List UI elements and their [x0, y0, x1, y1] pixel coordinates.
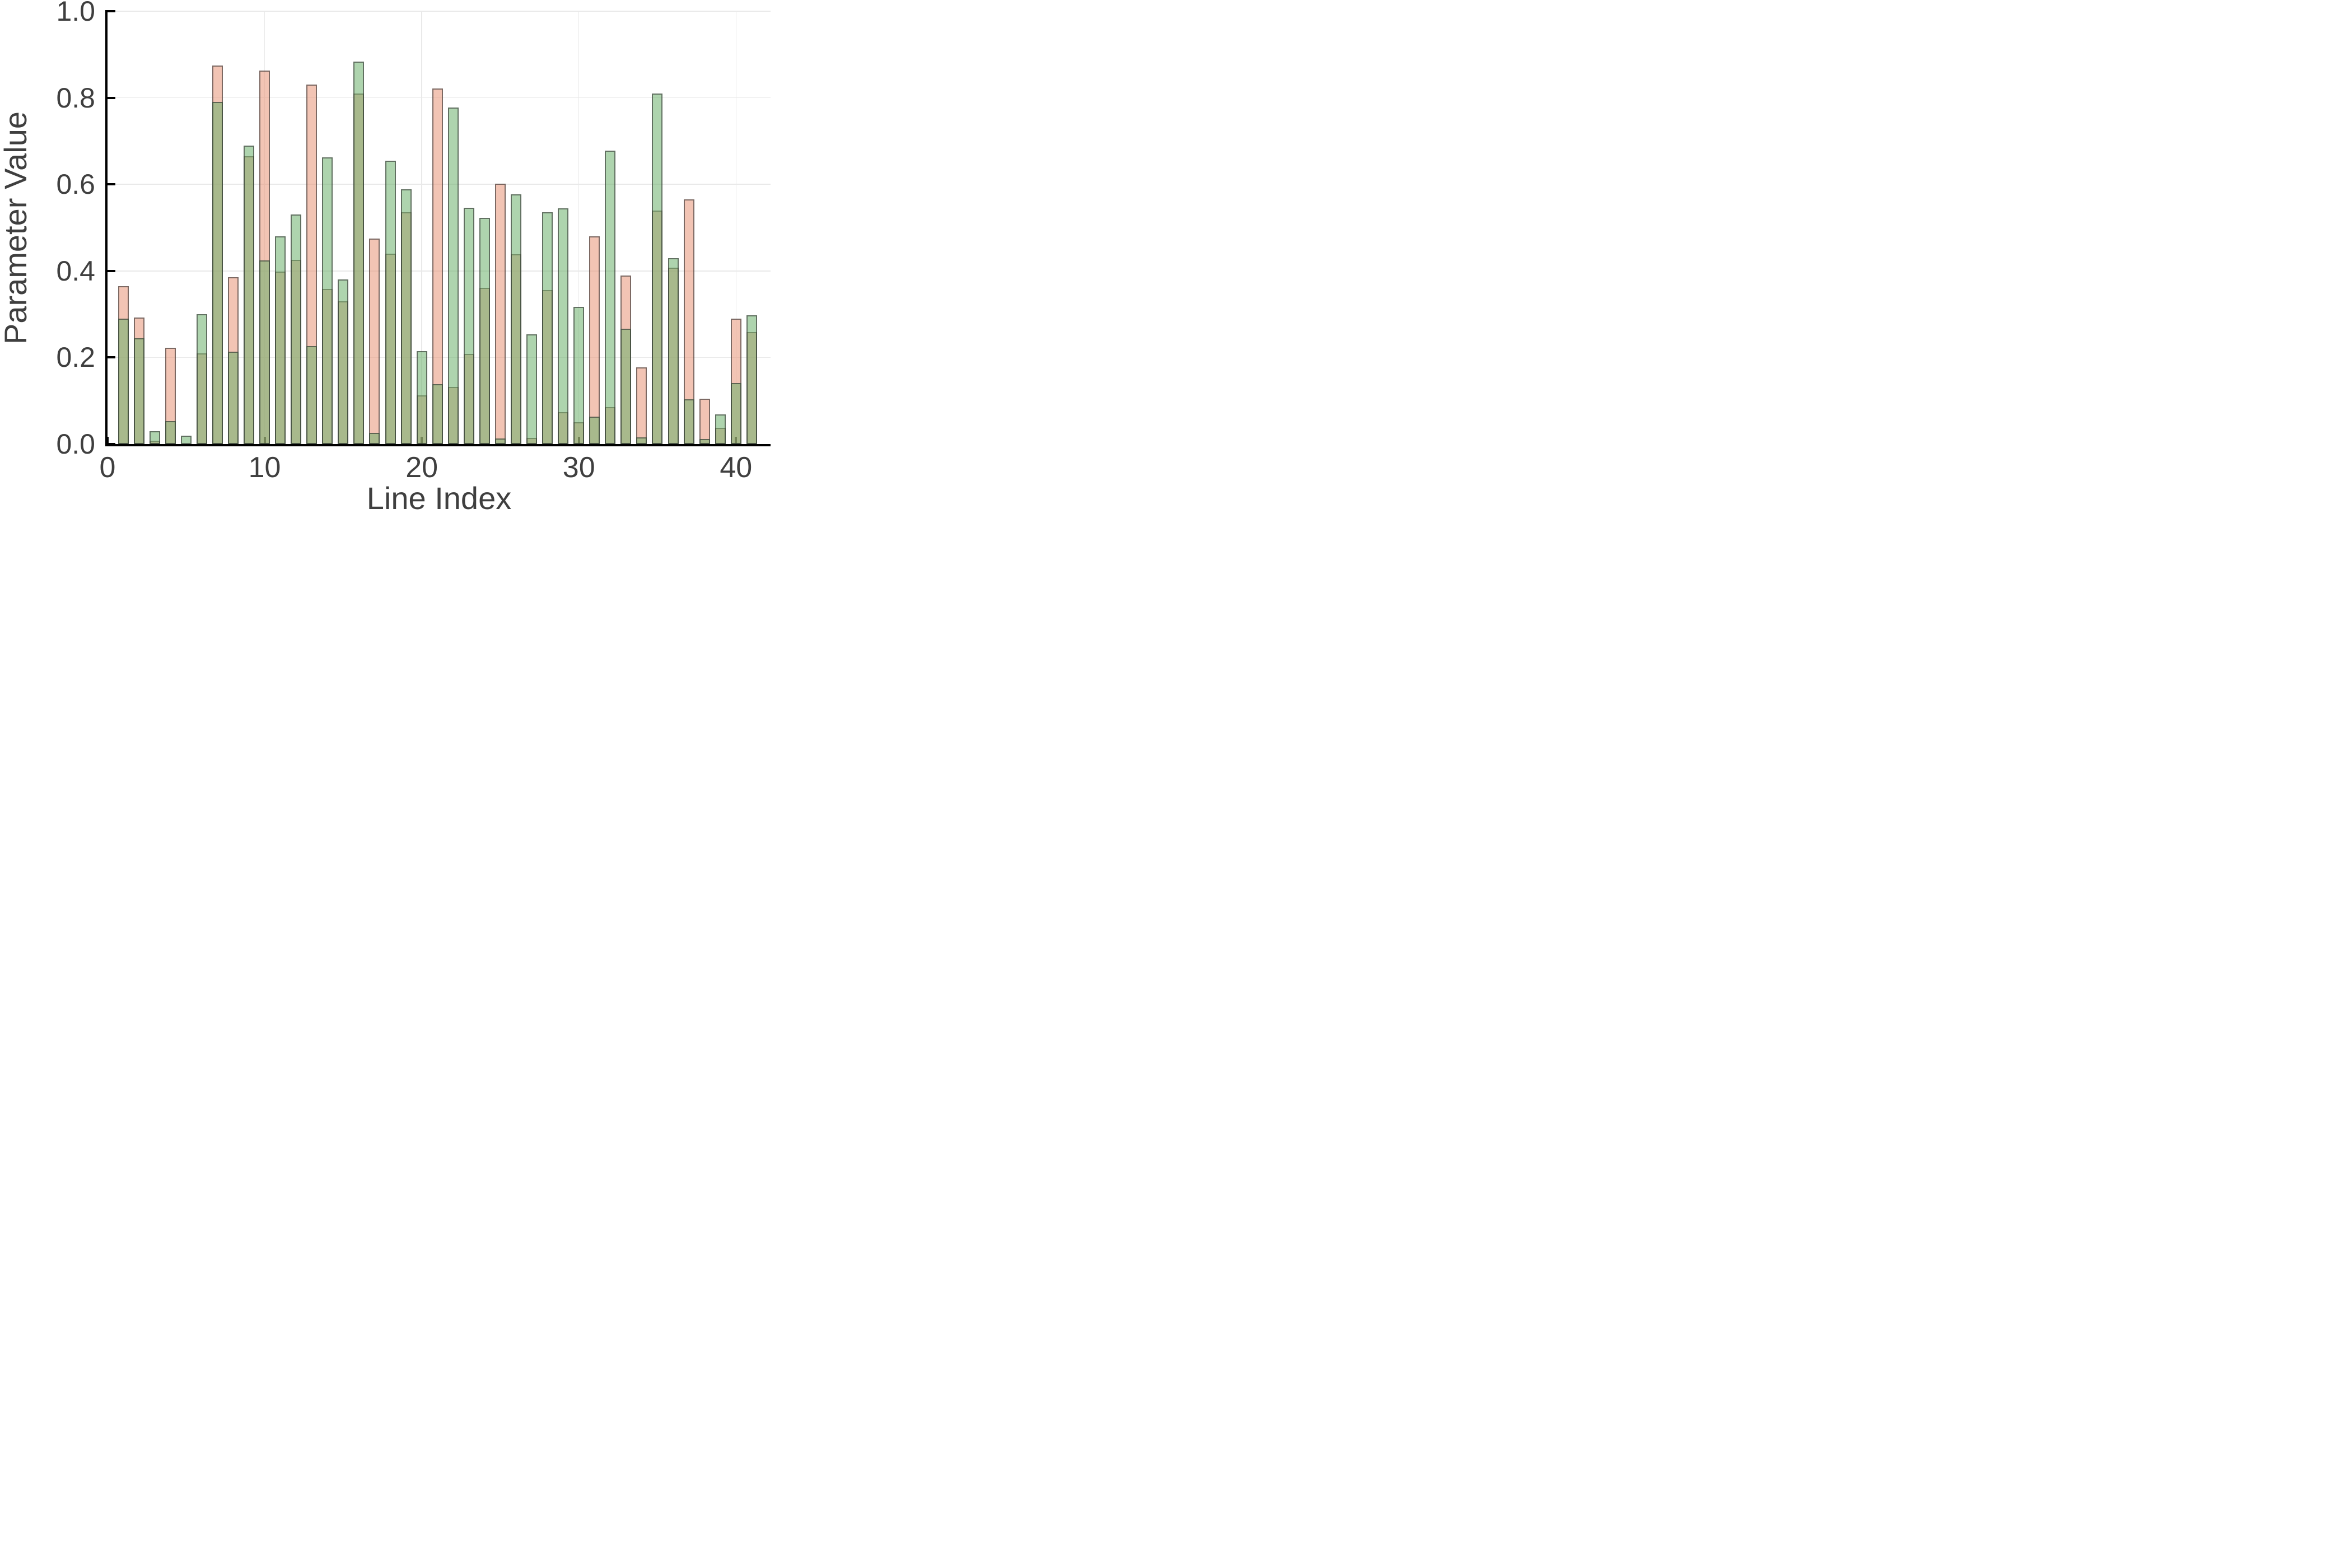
x-tick-label: 0 — [99, 451, 116, 484]
h-gridline — [108, 11, 771, 12]
y-tick — [108, 356, 115, 359]
v-gridline — [735, 11, 737, 444]
x-tick-label: 30 — [562, 451, 595, 484]
x-axis-spine — [105, 444, 771, 446]
bar-green-17 — [369, 432, 380, 444]
bar-green-20 — [416, 351, 427, 444]
bar-green-10 — [259, 260, 270, 444]
bar-chart: 0.0 0.2 0.4 0.6 0.8 1.0 0 10 20 30 40 Parameter Va… — [0, 0, 784, 522]
bar-green-32 — [605, 150, 616, 444]
bar-green-23 — [463, 207, 474, 444]
y-tick — [108, 183, 115, 186]
x-axis-title: Line Index — [366, 480, 512, 516]
x-tick-label: 10 — [248, 451, 281, 484]
bar-green-9 — [244, 145, 254, 444]
bar-green-14 — [322, 157, 333, 444]
y-tick — [108, 96, 115, 99]
bar-green-33 — [620, 329, 632, 444]
bar-green-11 — [275, 236, 286, 444]
bar-green-24 — [479, 218, 490, 444]
bar-green-26 — [510, 194, 521, 444]
v-gridline — [421, 11, 422, 444]
bar-green-15 — [338, 279, 349, 444]
y-tick — [108, 10, 115, 12]
bar-pink-34 — [636, 367, 647, 444]
y-tick-label: 0.8 — [56, 82, 95, 114]
bar-green-36 — [668, 258, 679, 444]
bar-green-34 — [636, 437, 647, 444]
bar-green-38 — [699, 439, 710, 444]
bar-pink-38 — [699, 398, 710, 444]
y-tick-label: 0.6 — [56, 169, 95, 200]
bar-green-12 — [291, 214, 302, 444]
x-tick-label: 40 — [720, 451, 753, 484]
y-tick-label: 0.2 — [56, 342, 95, 374]
bar-green-29 — [558, 208, 569, 444]
y-axis-spine — [105, 10, 108, 446]
bar-green-28 — [542, 212, 553, 444]
y-tick — [108, 269, 115, 272]
bar-green-22 — [447, 108, 459, 444]
x-tick — [106, 437, 109, 444]
bar-green-31 — [589, 416, 600, 444]
bar-green-4 — [165, 421, 176, 444]
bar-green-21 — [432, 384, 443, 444]
bar-green-25 — [494, 438, 506, 444]
bar-green-39 — [715, 414, 726, 444]
x-tick-label: 20 — [405, 451, 438, 484]
bar-green-16 — [353, 61, 365, 444]
y-tick-label: 0.0 — [56, 428, 95, 460]
v-gridline — [578, 11, 580, 444]
bar-green-8 — [227, 352, 239, 444]
bar-pink-31 — [589, 236, 600, 444]
bar-green-18 — [385, 160, 396, 444]
bar-green-41 — [746, 315, 757, 444]
bar-green-1 — [118, 318, 129, 444]
y-axis-title: Parameter Value — [0, 111, 33, 344]
plot-area: 0.0 0.2 0.4 0.6 0.8 1.0 0 10 20 30 40 — [0, 0, 784, 522]
bar-green-13 — [306, 346, 318, 444]
bar-green-35 — [652, 93, 663, 444]
bar-green-19 — [400, 189, 412, 444]
bar-green-30 — [573, 306, 585, 444]
bar-green-2 — [133, 338, 144, 444]
bar-pink-25 — [494, 183, 506, 444]
bar-green-37 — [683, 399, 694, 444]
bar-pink-17 — [369, 238, 380, 444]
y-tick-label: 1.0 — [56, 0, 95, 27]
y-tick-label: 0.4 — [56, 255, 95, 287]
bar-green-7 — [212, 102, 223, 444]
bar-green-3 — [149, 431, 160, 444]
bar-green-5 — [180, 435, 192, 444]
bar-green-6 — [196, 314, 207, 444]
bar-green-27 — [526, 334, 538, 444]
bar-green-40 — [730, 383, 741, 444]
